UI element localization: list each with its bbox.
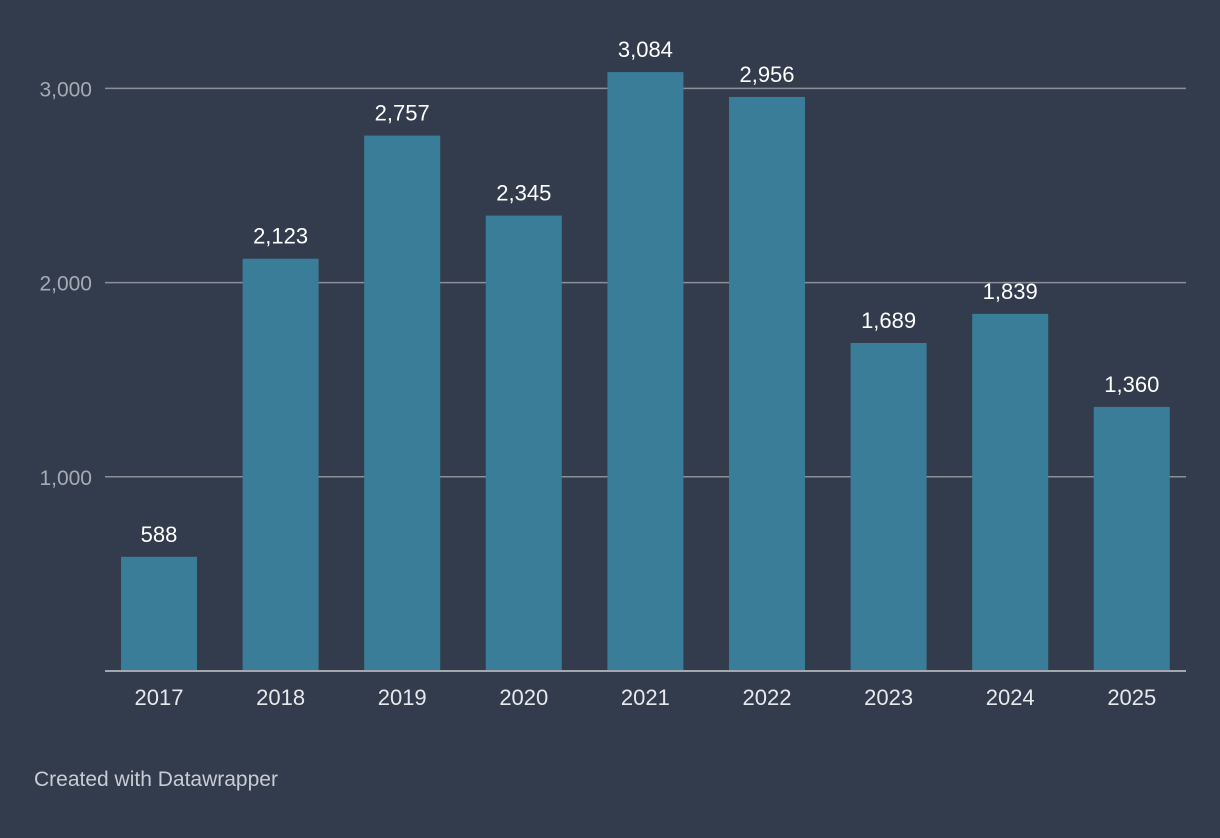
value-label: 2,956 (739, 62, 794, 87)
bar-2021 (607, 72, 684, 671)
x-tick-label: 2024 (986, 685, 1035, 710)
value-label: 588 (141, 522, 178, 547)
value-labels: 588 2,123 2,757 2,345 3,084 2,956 1,689 1,839 1,… (141, 37, 1160, 547)
bar-2017 (121, 556, 197, 671)
x-tick-label: 2021 (621, 685, 670, 710)
value-label: 1,839 (983, 279, 1038, 304)
value-label: 1,360 (1104, 372, 1159, 397)
bar-2025 (1093, 406, 1170, 671)
y-axis-ticks: 1,000 2,000 3,000 (39, 78, 92, 489)
x-tick-label: 2017 (135, 685, 184, 710)
bar-2022 (729, 96, 805, 671)
bar-2020 (485, 215, 562, 671)
value-label: 2,123 (253, 224, 308, 249)
value-label: 1,689 (861, 308, 916, 333)
y-tick-label: 2,000 (39, 273, 92, 296)
y-tick-label: 3,000 (39, 78, 92, 101)
x-tick-label: 2022 (743, 685, 792, 710)
value-label: 2,757 (375, 101, 430, 126)
x-tick-label: 2023 (864, 685, 913, 710)
value-label: 3,084 (618, 37, 673, 62)
value-label: 2,345 (496, 181, 551, 206)
y-tick-label: 1,000 (39, 467, 92, 490)
x-tick-label: 2020 (499, 685, 548, 710)
x-tick-label: 2025 (1107, 685, 1156, 710)
bar-2018 (242, 258, 319, 671)
bar-2023 (850, 342, 927, 671)
credit-footer: Created with Datawrapper (34, 768, 278, 791)
x-axis-ticks: 2017 2018 2019 2020 2021 2022 2023 2024 2025 (105, 670, 1186, 710)
bar-2019 (364, 135, 441, 672)
x-tick-label: 2018 (256, 685, 305, 710)
x-tick-label: 2019 (378, 685, 427, 710)
bars (121, 72, 1170, 672)
bar-2024 (972, 313, 1049, 671)
